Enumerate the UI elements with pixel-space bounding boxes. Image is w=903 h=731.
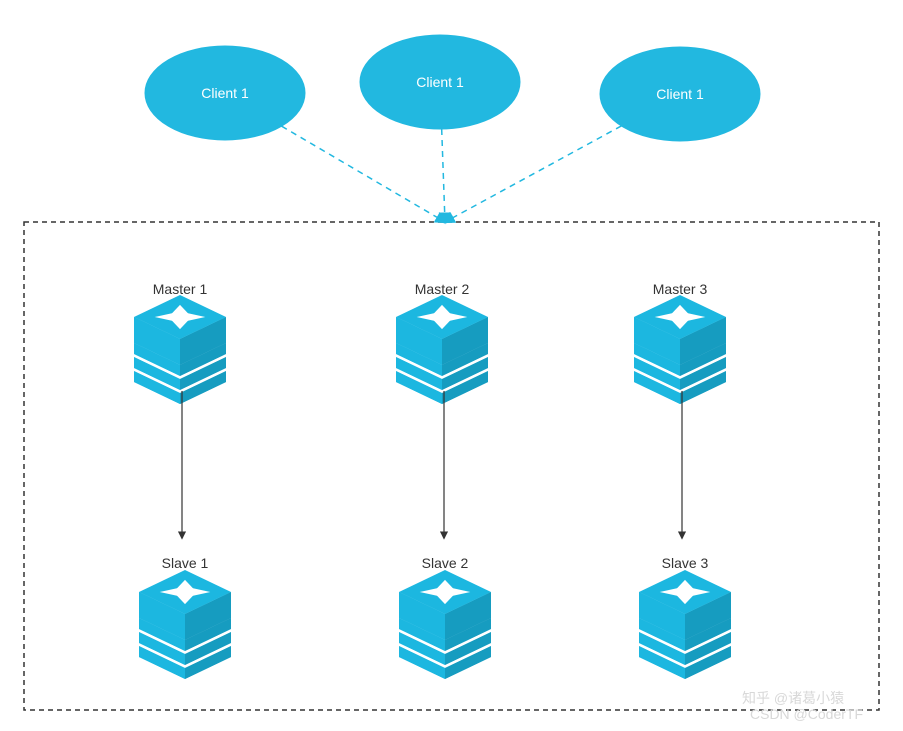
watermark-1: 知乎 @诸葛小猿 bbox=[742, 688, 844, 708]
slave-3-label: Slave 3 bbox=[662, 555, 709, 571]
client-2-link bbox=[442, 129, 445, 222]
slave-1-icon bbox=[139, 570, 231, 679]
master-3-label: Master 3 bbox=[653, 281, 707, 297]
client-3-link bbox=[445, 126, 621, 222]
slave-3-icon bbox=[639, 570, 731, 679]
client-2-label: Client 1 bbox=[416, 74, 464, 90]
client-1-link bbox=[282, 126, 445, 222]
watermark-2: CSDN @CoderTF bbox=[750, 706, 863, 722]
master-3-icon bbox=[634, 295, 726, 404]
client-3-label: Client 1 bbox=[656, 86, 704, 102]
master-2-label: Master 2 bbox=[415, 281, 469, 297]
diagram-svg: Client 1 Client 1 Client 1 bbox=[0, 0, 903, 731]
master-2-icon bbox=[396, 295, 488, 404]
slave-1-label: Slave 1 bbox=[162, 555, 209, 571]
client-1-label: Client 1 bbox=[201, 85, 249, 101]
slave-2-icon bbox=[399, 570, 491, 679]
master-1-label: Master 1 bbox=[153, 281, 207, 297]
slave-2-label: Slave 2 bbox=[422, 555, 469, 571]
master-1-icon bbox=[134, 295, 226, 404]
